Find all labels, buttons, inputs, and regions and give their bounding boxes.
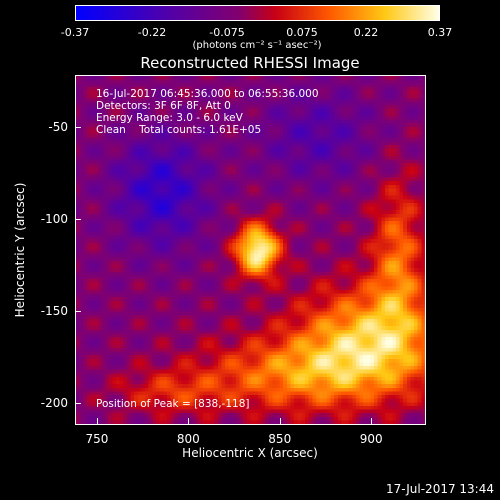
x-tick-label: 900 [359,432,383,446]
chart-title: Reconstructed RHESSI Image [140,54,360,72]
plot-area: 16-Jul-2017 06:45:36.000 to 06:55:36.000… [75,75,426,425]
colorbar-tick-label: 0.37 [427,26,453,39]
x-tick-label: 850 [268,432,292,446]
colorbar [75,5,440,21]
x-axis-label: Heliocentric X (arcsec) [182,446,318,460]
y-tick-mark [75,402,81,404]
colorbar-tick-label: -0.22 [137,26,167,39]
energy-range-label: Energy Range: 3.0 - 6.0 keV [96,112,243,124]
x-tick-label: 800 [176,432,200,446]
y-tick-label: -150 [40,303,68,318]
y-tick-mark [75,218,81,220]
x-tick-mark [279,418,281,424]
detectors-label: Detectors: 3F 6F 8F, Att 0 [96,100,231,112]
method-counts-label: Clean Total counts: 1.61E+05 [96,124,262,136]
x-tick-mark [96,418,98,424]
colorbar-tick-label: 0.22 [353,26,379,39]
y-tick-mark [75,310,81,312]
y-tick-mark [75,126,81,128]
colorbar-unit: (photons cm⁻² s⁻¹ asec⁻²) [192,40,322,51]
colorbar-tick-label: -0.075 [209,26,245,39]
timestamp-footer: 17-Jul-2017 13:44 [385,482,494,496]
x-tick-mark [371,418,373,424]
x-tick-label: 750 [85,432,109,446]
y-tick-label: -100 [40,211,68,226]
colorbar-tick-label: -0.37 [60,26,90,39]
colorbar-tick-label: 0.075 [286,26,318,39]
peak-position-label: Position of Peak = [838,-118] [96,398,250,410]
y-tick-label: -50 [48,119,68,134]
heatmap-image [76,76,425,424]
x-tick-mark [188,418,190,424]
y-tick-label: -200 [40,395,68,410]
y-axis-label: Heliocentric Y (arcsec) [13,182,27,318]
time-range-label: 16-Jul-2017 06:45:36.000 to 06:55:36.000 [96,88,319,100]
